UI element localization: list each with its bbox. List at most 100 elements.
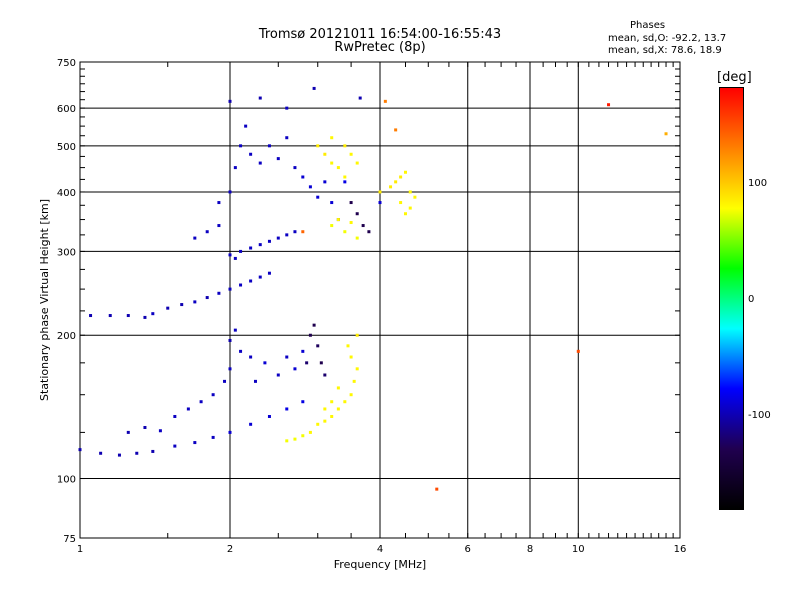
data-point-x — [394, 128, 398, 132]
data-point-x — [330, 136, 334, 140]
data-point-o — [285, 106, 289, 110]
data-point-x — [355, 367, 359, 371]
data-point-o — [312, 86, 316, 90]
grid — [80, 62, 680, 538]
data-point-x — [293, 437, 297, 441]
data-point-o — [99, 451, 103, 455]
data-point-o — [312, 323, 316, 327]
stats-x-mode: mean, sd,X: 78.6, 18.9 — [608, 45, 722, 56]
data-point-o — [239, 349, 243, 353]
data-point-x — [607, 103, 611, 107]
data-point-x — [352, 379, 356, 383]
tick-labels: 1 2 4 6 8 10 16 75 100 200 300 400 500 600 750 — [57, 58, 686, 555]
data-point-x — [343, 175, 347, 179]
data-point-o — [223, 379, 227, 383]
data-point-o — [166, 306, 170, 310]
data-point-x — [301, 434, 305, 438]
data-point-o — [143, 425, 147, 429]
data-point-o — [193, 441, 197, 445]
data-point-o — [253, 379, 257, 383]
data-point-o — [117, 453, 121, 457]
phase-colorbar — [719, 87, 744, 510]
data-point-o — [228, 190, 232, 194]
data-point-o — [293, 367, 297, 371]
data-point-o — [293, 166, 297, 170]
data-point-x — [403, 170, 407, 174]
data-point-o — [267, 414, 271, 418]
data-point-x — [355, 161, 359, 165]
data-point-x — [346, 344, 350, 348]
data-point-o — [205, 296, 209, 300]
data-point-o — [126, 430, 130, 434]
data-point-x — [355, 236, 359, 240]
data-point-o — [211, 435, 215, 439]
data-point-o — [349, 201, 353, 205]
data-point-o — [244, 124, 248, 128]
data-point-o — [158, 429, 162, 433]
data-point-o — [249, 246, 253, 250]
data-point-o — [258, 275, 262, 279]
x-tick-label: 1 — [77, 544, 83, 555]
data-point-x — [336, 218, 340, 222]
data-point-x — [316, 144, 320, 148]
y-tick-label: 500 — [57, 142, 76, 153]
data-point-x — [336, 407, 340, 411]
data-point-x — [355, 333, 359, 337]
data-point-o — [217, 291, 221, 295]
data-point-o — [285, 355, 289, 359]
data-point-o — [211, 393, 215, 397]
chart-title: Tromsø 20121011 16:54:00-16:55:43 — [258, 27, 502, 42]
data-point-x — [330, 400, 334, 404]
data-point-x — [349, 221, 353, 225]
colorbar-tick-100: 100 — [748, 178, 768, 189]
stats-o-mode: mean, sd,O: -92.2, 13.7 — [608, 33, 727, 44]
data-point-o — [361, 224, 365, 228]
data-point-o — [89, 314, 93, 318]
data-point-x — [664, 132, 668, 136]
data-point-o — [323, 373, 327, 377]
x-tick-label: 6 — [465, 544, 471, 555]
data-points — [78, 86, 668, 491]
data-point-o — [308, 333, 312, 337]
colorbar-tick-0: 0 — [748, 294, 755, 305]
data-point-o — [316, 195, 320, 199]
y-tick-label: 300 — [57, 247, 76, 258]
chart-subtitle: RwPretec (8p) — [334, 40, 426, 55]
data-point-o — [258, 96, 262, 100]
x-tick-label: 16 — [674, 544, 687, 555]
data-point-x — [349, 152, 353, 156]
data-point-x — [403, 212, 407, 216]
data-point-o — [233, 328, 237, 332]
data-point-o — [239, 144, 243, 148]
data-point-x — [330, 414, 334, 418]
data-point-x — [576, 349, 580, 353]
data-point-o — [301, 175, 305, 179]
data-point-o — [301, 349, 305, 353]
data-point-x — [399, 175, 403, 179]
data-point-x — [349, 393, 353, 397]
data-point-x — [301, 230, 305, 234]
colorbar-unit-label: [deg] — [717, 70, 752, 85]
x-tick-label: 4 — [377, 544, 383, 555]
data-point-x — [323, 407, 327, 411]
data-point-o — [143, 315, 147, 319]
data-point-x — [399, 201, 403, 205]
data-point-x — [323, 152, 327, 156]
data-point-o — [267, 271, 271, 275]
y-tick-label: 100 — [57, 475, 76, 486]
data-point-x — [316, 422, 320, 426]
y-tick-label: 75 — [63, 534, 76, 545]
data-point-o — [239, 283, 243, 287]
data-point-o — [126, 314, 130, 318]
x-tick-label: 10 — [572, 544, 585, 555]
data-point-o — [249, 279, 253, 283]
y-tick-label: 200 — [57, 331, 76, 342]
x-axis-label: Frequency [MHz] — [334, 558, 426, 571]
data-point-o — [186, 407, 190, 411]
data-point-o — [228, 287, 232, 291]
data-point-o — [358, 96, 362, 100]
data-point-o — [135, 451, 139, 455]
y-axis-label: Stationary phase Virtual Height [km] — [38, 199, 51, 401]
data-point-o — [205, 230, 209, 234]
